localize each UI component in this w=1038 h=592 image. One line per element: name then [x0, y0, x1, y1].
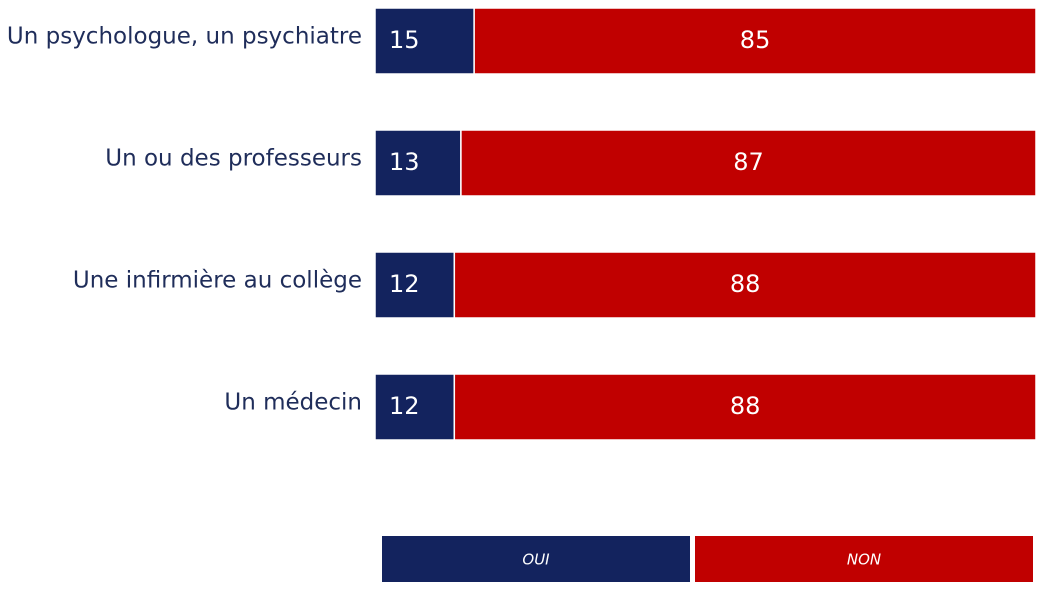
data-label: 15: [389, 26, 420, 54]
bar-segment: [453, 373, 1037, 441]
bar-segment: [374, 373, 456, 441]
legend-swatch: [695, 536, 1033, 582]
legend-label: NON: [847, 551, 881, 569]
bar-segment: [374, 251, 456, 319]
category-label: Un psychologue, un psychiatre: [7, 24, 362, 50]
bar-segment: [374, 7, 475, 75]
category-label: Un ou des professeurs: [105, 146, 362, 172]
data-label: 12: [389, 392, 420, 420]
data-label: 88: [730, 392, 761, 420]
category-label: Un médecin: [224, 390, 362, 416]
bar-segment: [460, 129, 1037, 197]
data-label: 88: [730, 270, 761, 298]
bar-segment: [374, 129, 462, 197]
data-label: 87: [733, 148, 764, 176]
legend-label: OUI: [522, 551, 550, 569]
data-label: 85: [740, 26, 771, 54]
data-label: 13: [389, 148, 420, 176]
bar-segment: [473, 7, 1037, 75]
legend-swatch: [382, 536, 690, 582]
bar-segment: [453, 251, 1037, 319]
data-label: 12: [389, 270, 420, 298]
category-label: Une infirmière au collège: [73, 268, 362, 294]
